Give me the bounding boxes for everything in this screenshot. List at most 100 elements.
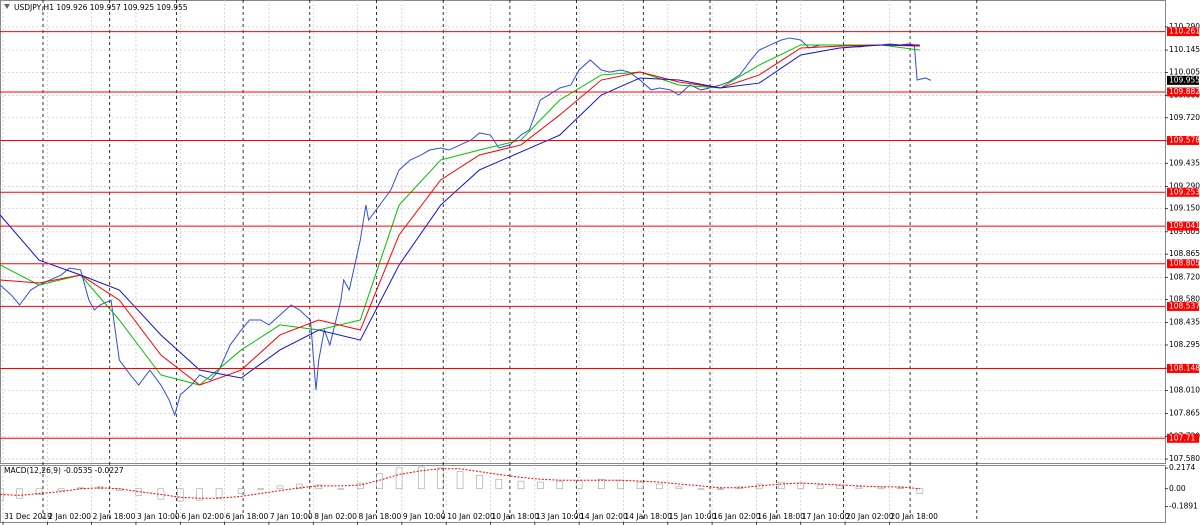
level-label: 110.261 <box>1169 27 1200 36</box>
x-tick-label: 17 Jan 10:00 <box>802 512 850 521</box>
macd-bar <box>476 475 483 490</box>
x-tick-label: 6 Jan 18:00 <box>226 512 269 521</box>
level-label: 108.537 <box>1169 301 1200 310</box>
macd-bar <box>417 466 425 490</box>
macd-bar <box>315 484 323 490</box>
y-tick-label: 108.295 <box>1169 340 1200 349</box>
macd-bar <box>257 488 264 490</box>
x-tick-label: 16 Jan 18:00 <box>757 512 805 521</box>
y-tick-label: 110.145 <box>1169 45 1200 54</box>
macd-bar <box>135 488 143 496</box>
x-tick-label: 20 Jan 18:00 <box>890 512 938 521</box>
x-tick-label: 13 Jan 10:00 <box>536 512 584 521</box>
x-tick-label: 14 Jan 18:00 <box>624 512 672 521</box>
macd-bar <box>196 488 203 501</box>
macd-bar <box>575 479 583 490</box>
macd-bar <box>337 488 345 490</box>
last-price-box <box>1167 75 1199 85</box>
y-tick-label: 108.720 <box>1169 272 1200 281</box>
macd-bar <box>517 480 525 490</box>
y-tick-label: 107.865 <box>1169 409 1200 418</box>
chart-title: USDJPY,H1 109.926 109.957 109.925 109.95… <box>14 3 188 12</box>
x-tick-label: 10 Jan 18:00 <box>492 512 540 521</box>
price-line <box>0 37 932 417</box>
x-tick-label: 9 Jan 10:00 <box>403 512 446 521</box>
macd-bar <box>717 488 724 490</box>
macd-bar <box>897 487 904 490</box>
y-tick-label: 110.005 <box>1169 67 1200 76</box>
x-tick-label: 15 Jan 10:00 <box>669 512 717 521</box>
level-label-box <box>1167 135 1199 145</box>
level-label: 107.71 <box>1169 433 1195 442</box>
y-tick-label: 0.00 <box>1169 484 1186 493</box>
macd-bar <box>437 467 444 490</box>
macd-bar <box>276 485 284 490</box>
y-tick-label: 108.580 <box>1169 295 1200 304</box>
level-label-box <box>1167 27 1199 37</box>
macd-bar <box>556 480 564 490</box>
y-tick-label: 109.005 <box>1169 227 1200 236</box>
macd-bar <box>697 488 705 490</box>
macd-title: MACD(12,26,9) -0.0535 -0.0227 <box>4 466 124 475</box>
macd-bar <box>35 488 43 495</box>
y-tick-label: 109.150 <box>1169 204 1200 213</box>
macd-bar <box>57 488 65 491</box>
level-label-box <box>1167 363 1199 373</box>
macd-bar <box>456 471 464 490</box>
macd-bar <box>656 483 663 490</box>
x-tick-label: 2 Jan 02:00 <box>48 512 91 521</box>
macd-bar <box>636 481 644 490</box>
header-icon <box>4 4 10 9</box>
y-tick-label: 107.580 <box>1169 454 1200 463</box>
macd-bar <box>675 486 683 490</box>
level-label: 109.578 <box>1169 135 1200 144</box>
x-tick-label: 8 Jan 02:00 <box>314 512 357 521</box>
level-label-box <box>1167 221 1199 231</box>
y-tick-label: 0.2174 <box>1169 463 1195 472</box>
signal-line <box>0 468 920 499</box>
macd-bar <box>237 488 245 494</box>
x-tick-label: 10 Jan 02:00 <box>447 512 495 521</box>
last-price-label: 109.955 <box>1169 75 1200 84</box>
level-label: 109.882 <box>1169 87 1200 96</box>
x-tick-label: 16 Jan 02:00 <box>713 512 761 521</box>
moving-average <box>0 44 920 386</box>
x-tick-label: 14 Jan 02:00 <box>580 512 628 521</box>
y-tick-label: 109.435 <box>1169 158 1200 167</box>
y-tick-label: 109.290 <box>1169 181 1200 190</box>
macd-bar <box>836 485 843 490</box>
x-tick-label: 3 Jan 10:00 <box>137 512 180 521</box>
macd-bar <box>816 484 824 490</box>
macd-bar <box>357 482 364 490</box>
macd-bar <box>16 488 23 499</box>
macd-bar <box>598 478 605 490</box>
macd-bar <box>495 478 503 490</box>
macd-bar <box>296 483 303 490</box>
y-tick-label: 108.010 <box>1169 385 1200 394</box>
x-tick-label: 20 Jan 02:00 <box>846 512 894 521</box>
macd-bar <box>537 481 544 490</box>
level-label-box <box>1167 187 1199 197</box>
level-label: 108.805 <box>1169 259 1200 268</box>
macd-bar <box>215 488 223 498</box>
x-tick-label: 2 Jan 18:00 <box>93 512 136 521</box>
macd-bar <box>778 481 785 490</box>
macd-bar <box>855 486 863 490</box>
x-tick-label: 6 Jan 02:00 <box>181 512 224 521</box>
level-label-box <box>1167 433 1199 443</box>
y-tick-label: -0.1891 <box>1169 502 1198 511</box>
level-label: 108.148 <box>1169 363 1200 372</box>
x-tick-label: 8 Jan 18:00 <box>359 512 402 521</box>
y-tick-label: 108.865 <box>1169 249 1200 258</box>
x-tick-label: 7 Jan 10:00 <box>270 512 313 521</box>
x-tick-label: 31 Dec 2019 <box>4 512 52 521</box>
macd-bar <box>0 488 4 501</box>
level-label-box <box>1167 301 1199 311</box>
moving-average <box>0 44 920 386</box>
level-label: 109.253 <box>1169 187 1200 196</box>
y-tick-label: 110.290 <box>1169 22 1200 31</box>
macd-bar <box>395 467 403 490</box>
moving-average <box>0 44 920 379</box>
